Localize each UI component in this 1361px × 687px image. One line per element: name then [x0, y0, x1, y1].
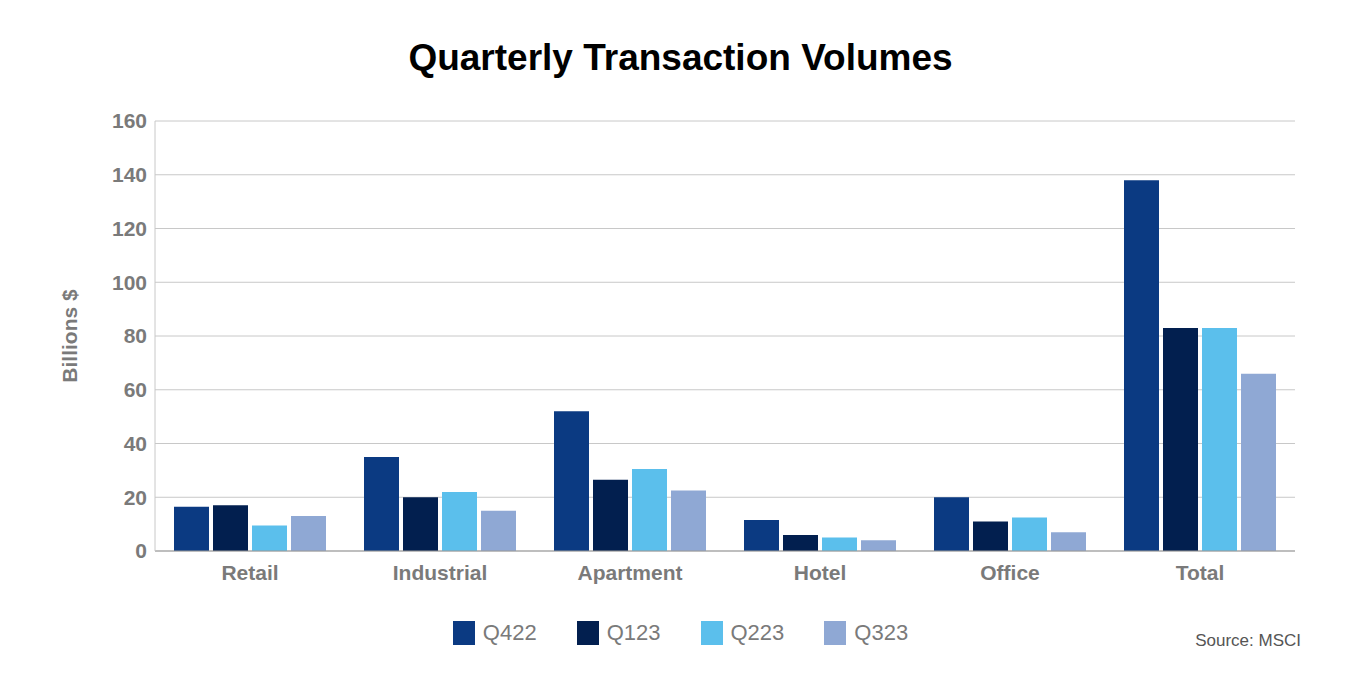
html-text:Quarterly Transaction Volumes: Quarterly Transaction Volumes [408, 37, 953, 78]
svg-text:0: 0 [135, 539, 147, 562]
svg-text:Total: Total [1176, 561, 1225, 584]
html-text:Q422: Q422 [482, 620, 537, 645]
html-text:Q223: Q223 [730, 620, 785, 645]
svg-text:80: 80 [124, 324, 147, 347]
html-text:Q323: Q323 [854, 620, 909, 645]
svg-text:140: 140 [112, 163, 147, 186]
svg-text:160: 160 [112, 109, 147, 132]
svg-text:100: 100 [112, 271, 147, 294]
svg-text:Hotel: Hotel [794, 561, 847, 584]
html-text:Source: MSCI: Source: MSCI [1195, 631, 1301, 650]
svg-text:Office: Office [980, 561, 1040, 584]
svg-text:Apartment: Apartment [577, 561, 682, 584]
svg-text:Industrial: Industrial [393, 561, 488, 584]
svg-text:Billions $: Billions $ [58, 289, 81, 383]
svg-text:60: 60 [124, 378, 147, 401]
svg-text:Retail: Retail [221, 561, 278, 584]
svg-text:20: 20 [124, 486, 147, 509]
svg-text:120: 120 [112, 217, 147, 240]
svg-text:40: 40 [124, 432, 147, 455]
html-text:Q123: Q123 [606, 620, 661, 645]
